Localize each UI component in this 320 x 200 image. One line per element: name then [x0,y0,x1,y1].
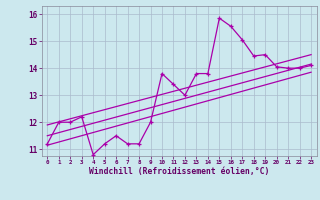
X-axis label: Windchill (Refroidissement éolien,°C): Windchill (Refroidissement éolien,°C) [89,167,269,176]
